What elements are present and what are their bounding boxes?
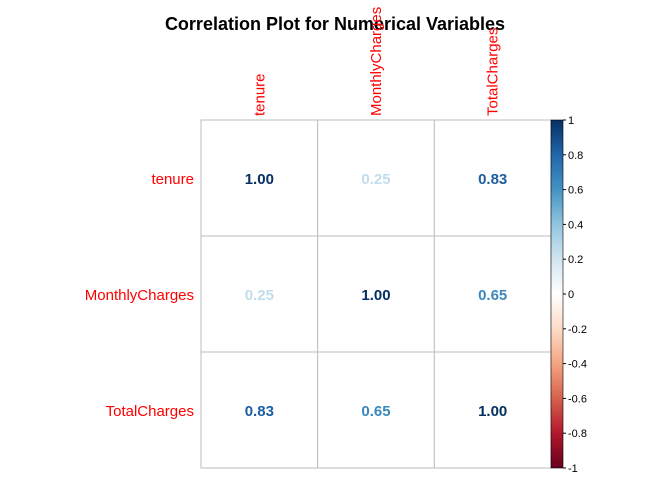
cell-TotalCharges-MonthlyCharges [317, 351, 435, 469]
cell-tenure-tenure [200, 119, 319, 237]
column-labels: tenure MonthlyCharges TotalCharges [251, 7, 501, 116]
colorbar-tick-label: 0.2 [568, 254, 583, 266]
colorbar-tick-label: -0.6 [568, 393, 587, 405]
cell-TotalCharges-tenure [200, 351, 319, 469]
row-labels: tenure MonthlyCharges TotalCharges [85, 171, 194, 420]
colorbar-tick-label: -0.4 [568, 359, 587, 371]
colorbar: 1 0.8 0.6 0.4 0.2 0 -0.2 -0.4 -0.6 -0.8 -1 [550, 115, 587, 475]
column-label-TotalCharges: TotalCharges [485, 28, 502, 116]
colorbar-tick-label: -0.2 [568, 324, 587, 336]
chart-title: Correlation Plot for Numerical Variables [165, 14, 505, 34]
column-label-MonthlyCharges: MonthlyCharges [368, 7, 385, 116]
cell-MonthlyCharges-MonthlyCharges [317, 235, 435, 353]
colorbar-tick-label: 0.8 [568, 150, 583, 162]
coefficient-tenure-TotalCharges: 0.83 [478, 171, 507, 188]
colorbar-tick-label: 1 [568, 115, 574, 127]
coefficient-TotalCharges-tenure: 0.83 [245, 403, 274, 420]
coefficient-tenure-MonthlyCharges: 0.25 [361, 171, 390, 188]
colorbar-tick-label: 0 [568, 289, 574, 301]
colorbar-tick-label: 0.6 [568, 185, 583, 197]
colorbar-tick-label: -1 [568, 463, 578, 475]
coefficient-tenure-tenure: 1.00 [245, 171, 274, 188]
colorbar-gradient [550, 119, 564, 469]
cell-tenure-TotalCharges [433, 119, 552, 237]
coefficient-MonthlyCharges-TotalCharges: 0.65 [478, 287, 507, 304]
colorbar-tick-label: -0.8 [568, 428, 587, 440]
row-label-MonthlyCharges: MonthlyCharges [85, 287, 194, 304]
correlation-grid: 1.00 0.25 0.83 0.25 1.00 0.65 0.83 0.65 1.00 [200, 119, 552, 469]
cell-TotalCharges-TotalCharges [433, 351, 552, 469]
row-label-TotalCharges: TotalCharges [106, 403, 194, 420]
coefficient-TotalCharges-TotalCharges: 1.00 [478, 403, 507, 420]
row-label-tenure: tenure [151, 171, 194, 188]
colorbar-tick-label: 0.4 [568, 219, 583, 231]
cell-MonthlyCharges-TotalCharges [433, 235, 552, 353]
coefficient-MonthlyCharges-tenure: 0.25 [245, 287, 274, 304]
column-label-tenure: tenure [251, 73, 268, 116]
cell-MonthlyCharges-tenure [200, 235, 319, 353]
coefficient-MonthlyCharges-MonthlyCharges: 1.00 [361, 287, 390, 304]
coefficient-TotalCharges-MonthlyCharges: 0.65 [361, 403, 390, 420]
cell-tenure-MonthlyCharges [317, 119, 435, 237]
